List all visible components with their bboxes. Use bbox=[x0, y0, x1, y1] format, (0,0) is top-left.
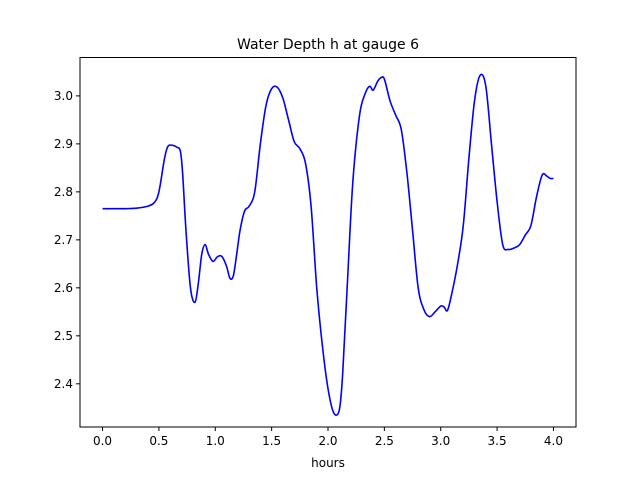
y-axis: 2.4 2.5 2.6 2.7 2.8 2.9 3.0 bbox=[54, 89, 80, 391]
chart-title: Water Depth h at gauge 6 bbox=[237, 37, 419, 53]
x-tick-label: 0.5 bbox=[149, 434, 168, 448]
y-tick-label: 2.5 bbox=[54, 329, 73, 343]
x-tick-label: 2.0 bbox=[318, 434, 337, 448]
y-tick-label: 2.9 bbox=[54, 137, 73, 151]
x-tick-label: 0.0 bbox=[93, 434, 112, 448]
x-tick-label: 2.5 bbox=[375, 434, 394, 448]
axes-frame bbox=[79, 57, 577, 428]
x-tick-label: 4.0 bbox=[544, 434, 563, 448]
series-line bbox=[102, 73, 554, 416]
plot-area bbox=[102, 73, 554, 416]
y-tick-label: 2.4 bbox=[54, 377, 73, 391]
y-tick-label: 2.6 bbox=[54, 281, 73, 295]
y-tick-label: 2.8 bbox=[54, 185, 73, 199]
x-tick-label: 3.5 bbox=[488, 434, 507, 448]
y-tick-label: 2.7 bbox=[54, 233, 73, 247]
x-tick-label: 3.0 bbox=[431, 434, 450, 448]
x-tick-label: 1.0 bbox=[206, 434, 225, 448]
x-tick-label: 1.5 bbox=[262, 434, 281, 448]
x-axis-label: hours bbox=[311, 456, 345, 470]
x-axis: 0.0 0.5 1.0 1.5 2.0 2.5 3.0 3.5 4.0 bbox=[93, 427, 563, 448]
y-tick-label: 3.0 bbox=[54, 89, 73, 103]
